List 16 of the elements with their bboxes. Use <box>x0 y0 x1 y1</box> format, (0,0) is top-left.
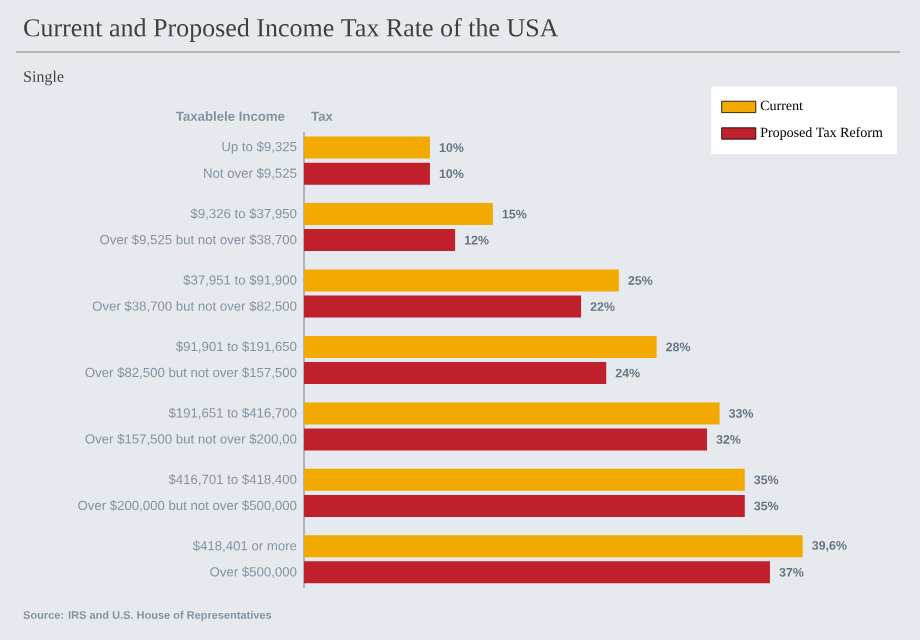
bar <box>304 162 430 185</box>
bar <box>304 561 770 584</box>
bar <box>304 402 720 425</box>
bar <box>304 494 745 517</box>
bar <box>304 535 803 558</box>
bar <box>304 295 582 318</box>
bar <box>304 428 707 451</box>
chart-title: Current and Proposed Income Tax Rate of the USA <box>24 18 559 42</box>
bar <box>304 468 745 491</box>
bar <box>304 136 430 159</box>
bar <box>304 203 493 226</box>
text: Single <box>24 70 64 86</box>
bar <box>304 335 657 358</box>
bar <box>304 362 607 385</box>
bar <box>304 269 619 292</box>
bar <box>304 229 456 252</box>
